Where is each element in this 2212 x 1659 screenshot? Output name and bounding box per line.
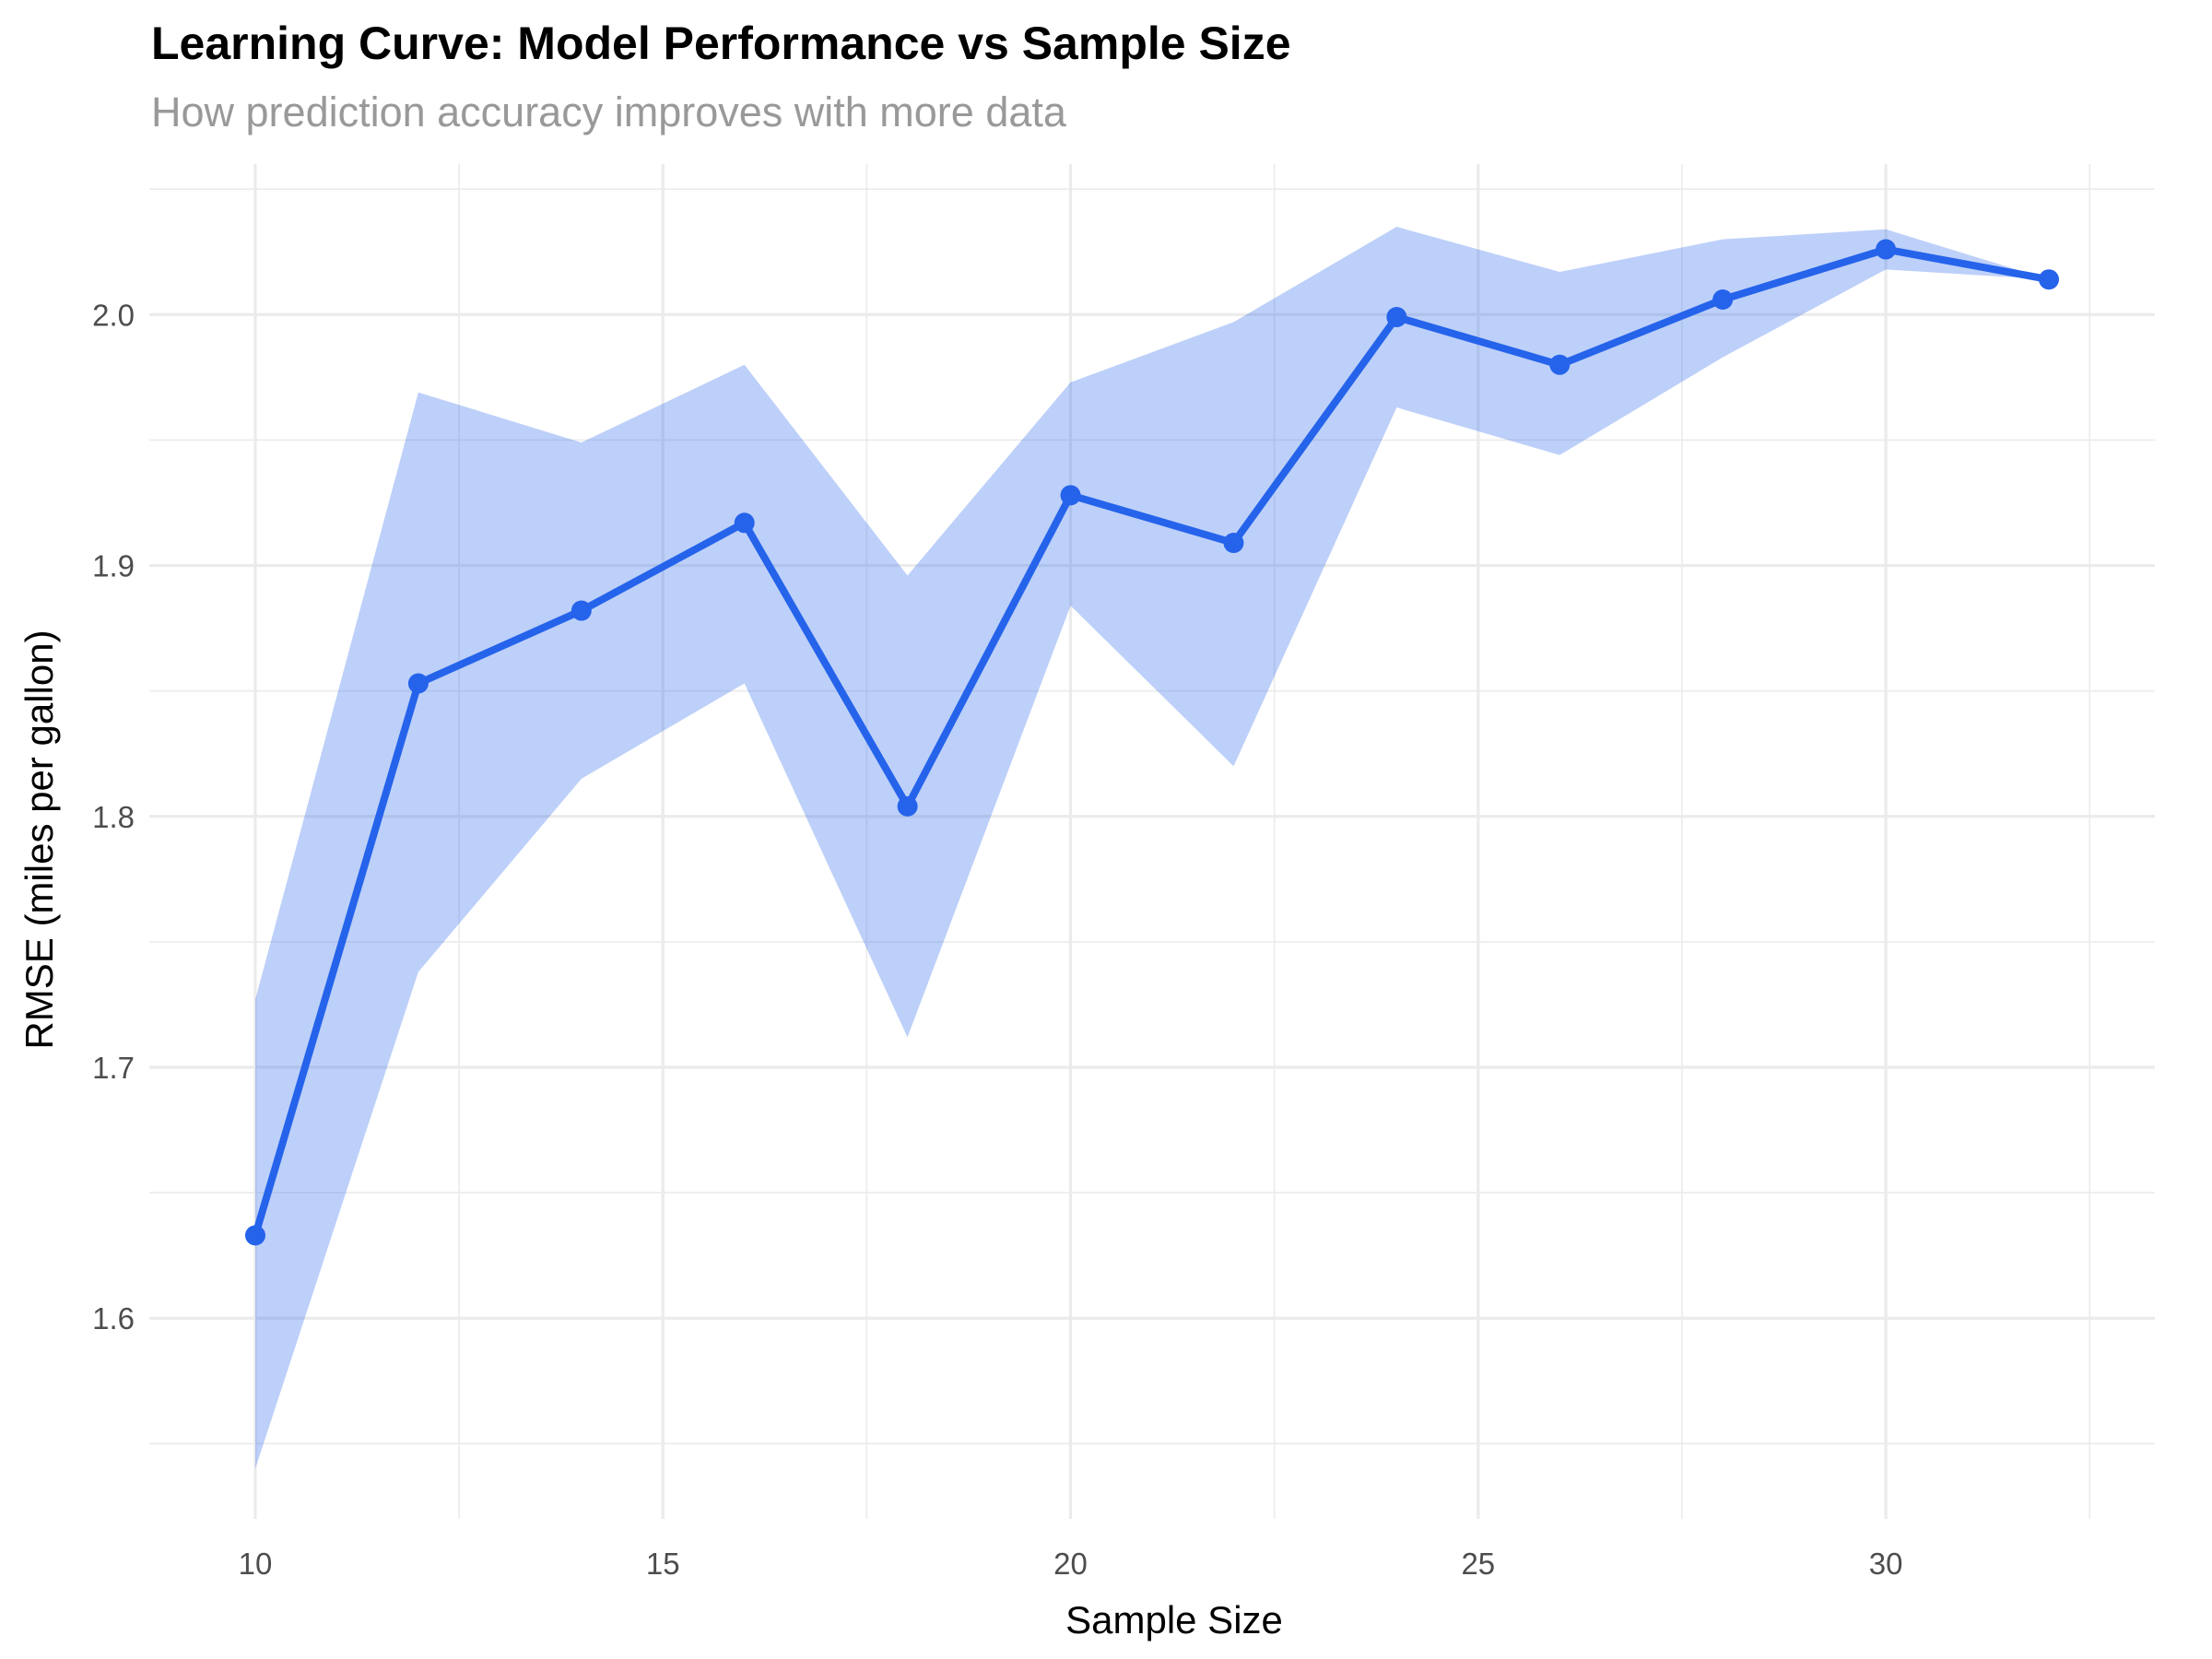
chart-title: Learning Curve: Model Performance vs Sam… — [151, 18, 1291, 69]
y-axis-title: RMSE (miles per gallon) — [18, 629, 61, 1049]
data-point — [571, 600, 592, 621]
x-tick-label: 15 — [646, 1547, 680, 1581]
data-point — [1876, 239, 1897, 260]
data-point — [1223, 533, 1244, 554]
data-point — [407, 673, 429, 694]
x-tick-label: 20 — [1053, 1547, 1088, 1581]
data-point — [897, 795, 918, 817]
chart-subtitle: How prediction accuracy improves with mo… — [151, 88, 1066, 135]
major-gridlines — [149, 164, 2155, 1519]
y-tick-label: 1.8 — [92, 800, 135, 834]
data-point — [1712, 289, 1734, 310]
data-point — [244, 1225, 265, 1246]
x-tick-label: 10 — [239, 1547, 273, 1581]
series-line — [252, 245, 2050, 1237]
y-tick-label: 1.6 — [92, 1301, 135, 1335]
series-line-layer — [252, 245, 2050, 1237]
data-points-layer — [244, 239, 2060, 1246]
x-tick-label: 30 — [1869, 1547, 1903, 1581]
data-point — [1060, 485, 1081, 506]
data-point — [2039, 269, 2060, 290]
y-tick-label: 1.9 — [92, 549, 135, 583]
y-tick-label: 2.0 — [92, 298, 135, 332]
data-point — [1549, 354, 1571, 375]
confidence-band — [254, 227, 2050, 1469]
x-axis-title: Sample Size — [1065, 1598, 1283, 1641]
data-point — [1386, 307, 1407, 328]
y-tick-label: 1.7 — [92, 1051, 135, 1085]
y-axis-tick-labels: 1.6 1.7 1.8 1.9 2.0 — [92, 298, 135, 1335]
minor-gridlines — [149, 164, 2155, 1519]
x-tick-label: 25 — [1461, 1547, 1495, 1581]
data-point — [734, 512, 755, 534]
x-axis-tick-labels: 10 15 20 25 30 — [239, 1547, 1903, 1581]
confidence-band-layer — [254, 227, 2050, 1469]
